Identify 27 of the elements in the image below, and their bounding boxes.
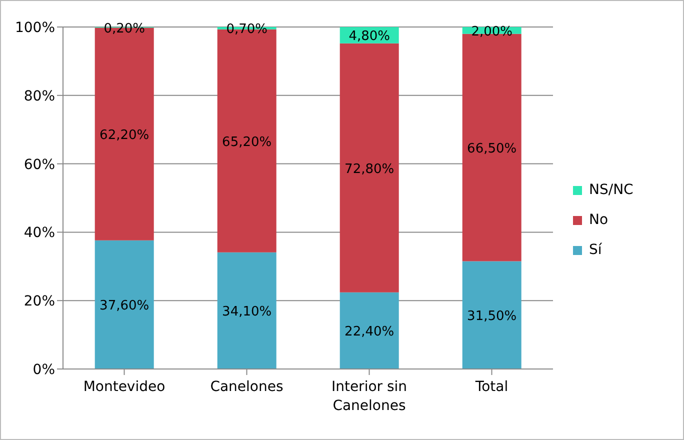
x-tick-label: Canelones bbox=[210, 379, 284, 395]
data-label: 22,40% bbox=[344, 324, 394, 340]
data-label: 31,50% bbox=[467, 309, 517, 324]
legend-label: Sí bbox=[589, 242, 602, 258]
data-label: 72,80% bbox=[344, 162, 394, 177]
data-label: 66,50% bbox=[467, 142, 517, 157]
data-label: 65,20% bbox=[222, 134, 272, 150]
y-tick-label: 20% bbox=[24, 294, 55, 310]
bar bbox=[340, 43, 399, 292]
legend-label: NS/NC bbox=[589, 182, 634, 198]
bar bbox=[340, 292, 399, 369]
x-tick-label: Montevideo bbox=[83, 379, 166, 395]
y-tick-label: 80% bbox=[24, 88, 55, 104]
bar bbox=[462, 261, 522, 369]
data-label: 37,60% bbox=[100, 298, 150, 314]
y-tick-label: 60% bbox=[24, 156, 55, 173]
y-tick-label: 40% bbox=[24, 225, 55, 242]
data-label: 4,80% bbox=[348, 29, 390, 44]
data-label: 62,20% bbox=[100, 128, 150, 144]
y-tick-label: 100% bbox=[14, 20, 55, 36]
x-tick-label: Interior sin Canelones bbox=[331, 379, 408, 414]
x-tick-label: Total bbox=[474, 379, 508, 395]
y-tick-label: 0% bbox=[32, 362, 55, 378]
legend-label: No bbox=[589, 212, 608, 228]
bar bbox=[217, 252, 276, 369]
bar bbox=[94, 240, 154, 369]
data-label: 34,10% bbox=[222, 304, 272, 320]
